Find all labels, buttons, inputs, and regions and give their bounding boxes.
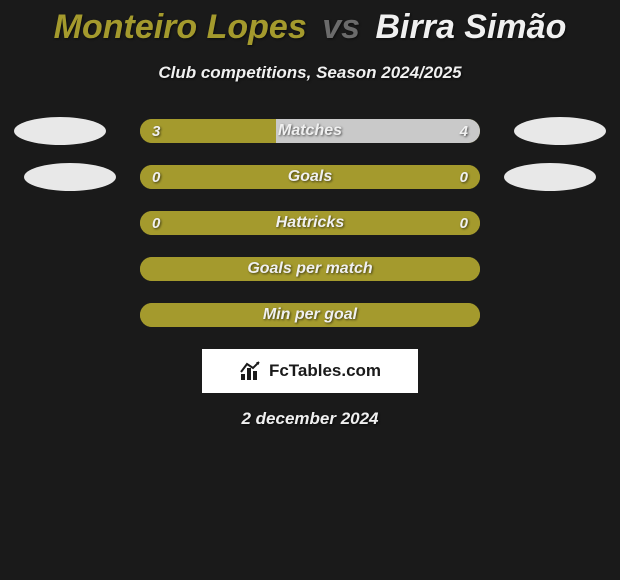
player-right-ellipse [504,163,596,191]
comparison-title: Monteiro Lopes vs Birra Simão [0,0,620,47]
player-left-ellipse [24,163,116,191]
chart-area: 34Matches 00Goals 00Hattricks Goals per mat… [0,119,620,327]
stat-row: 34Matches [0,119,620,143]
stat-label: Hattricks [140,211,480,235]
stat-bar: 00Hattricks [140,211,480,235]
stat-row: 00Hattricks [0,211,620,235]
player-right-ellipse [514,117,606,145]
stat-label: Goals per match [140,257,480,281]
date-text: 2 december 2024 [0,409,620,429]
stat-bar: 34Matches [140,119,480,143]
stat-bar: 00Goals [140,165,480,189]
stat-row: Min per goal [0,303,620,327]
logo-box: FcTables.com [202,349,418,393]
stat-bar: Goals per match [140,257,480,281]
stat-row: 00Goals [0,165,620,189]
bar-chart-icon [239,360,263,382]
stat-label: Matches [140,119,480,143]
player-left-name: Monteiro Lopes [54,8,307,46]
stat-row: Goals per match [0,257,620,281]
player-left-ellipse [14,117,106,145]
stat-label: Min per goal [140,303,480,327]
stat-bar: Min per goal [140,303,480,327]
subtitle: Club competitions, Season 2024/2025 [0,63,620,83]
player-right-name: Birra Simão [375,8,566,46]
stat-label: Goals [140,165,480,189]
vs-text: vs [322,8,360,46]
logo-text: FcTables.com [269,361,381,381]
